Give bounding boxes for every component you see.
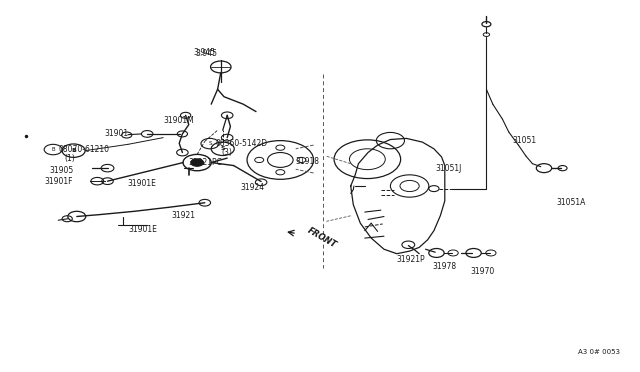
Text: 31921: 31921 <box>172 211 196 220</box>
Text: 31901E: 31901E <box>127 179 156 187</box>
Text: 3:945: 3:945 <box>196 49 218 58</box>
Text: 31051J: 31051J <box>435 164 461 173</box>
Text: S: S <box>220 146 225 151</box>
Text: 31905: 31905 <box>49 166 74 174</box>
Text: 31921P: 31921P <box>397 255 426 264</box>
Text: 31051: 31051 <box>512 136 536 145</box>
Text: 31918: 31918 <box>296 157 320 166</box>
Text: 31051A: 31051A <box>557 198 586 207</box>
Circle shape <box>191 159 204 166</box>
Text: B: B <box>51 147 55 152</box>
Text: 08070-61210: 08070-61210 <box>59 145 110 154</box>
Text: 31901M: 31901M <box>163 116 194 125</box>
Text: 3:945: 3:945 <box>194 48 216 57</box>
Text: B: B <box>71 148 76 153</box>
Text: 31978: 31978 <box>432 262 456 271</box>
Text: 31924: 31924 <box>240 183 264 192</box>
Text: 08360-5142D: 08360-5142D <box>216 139 268 148</box>
Text: A3 0# 0053: A3 0# 0053 <box>577 349 620 355</box>
Text: 31921PC: 31921PC <box>188 158 222 167</box>
Text: 31901E: 31901E <box>128 225 157 234</box>
Text: 31901F: 31901F <box>44 177 73 186</box>
Text: 31901: 31901 <box>104 129 129 138</box>
Text: (1): (1) <box>64 154 75 163</box>
Text: FRONT: FRONT <box>306 226 339 250</box>
Text: (3): (3) <box>221 148 232 157</box>
Text: 31970: 31970 <box>470 267 495 276</box>
Text: S: S <box>208 141 212 146</box>
